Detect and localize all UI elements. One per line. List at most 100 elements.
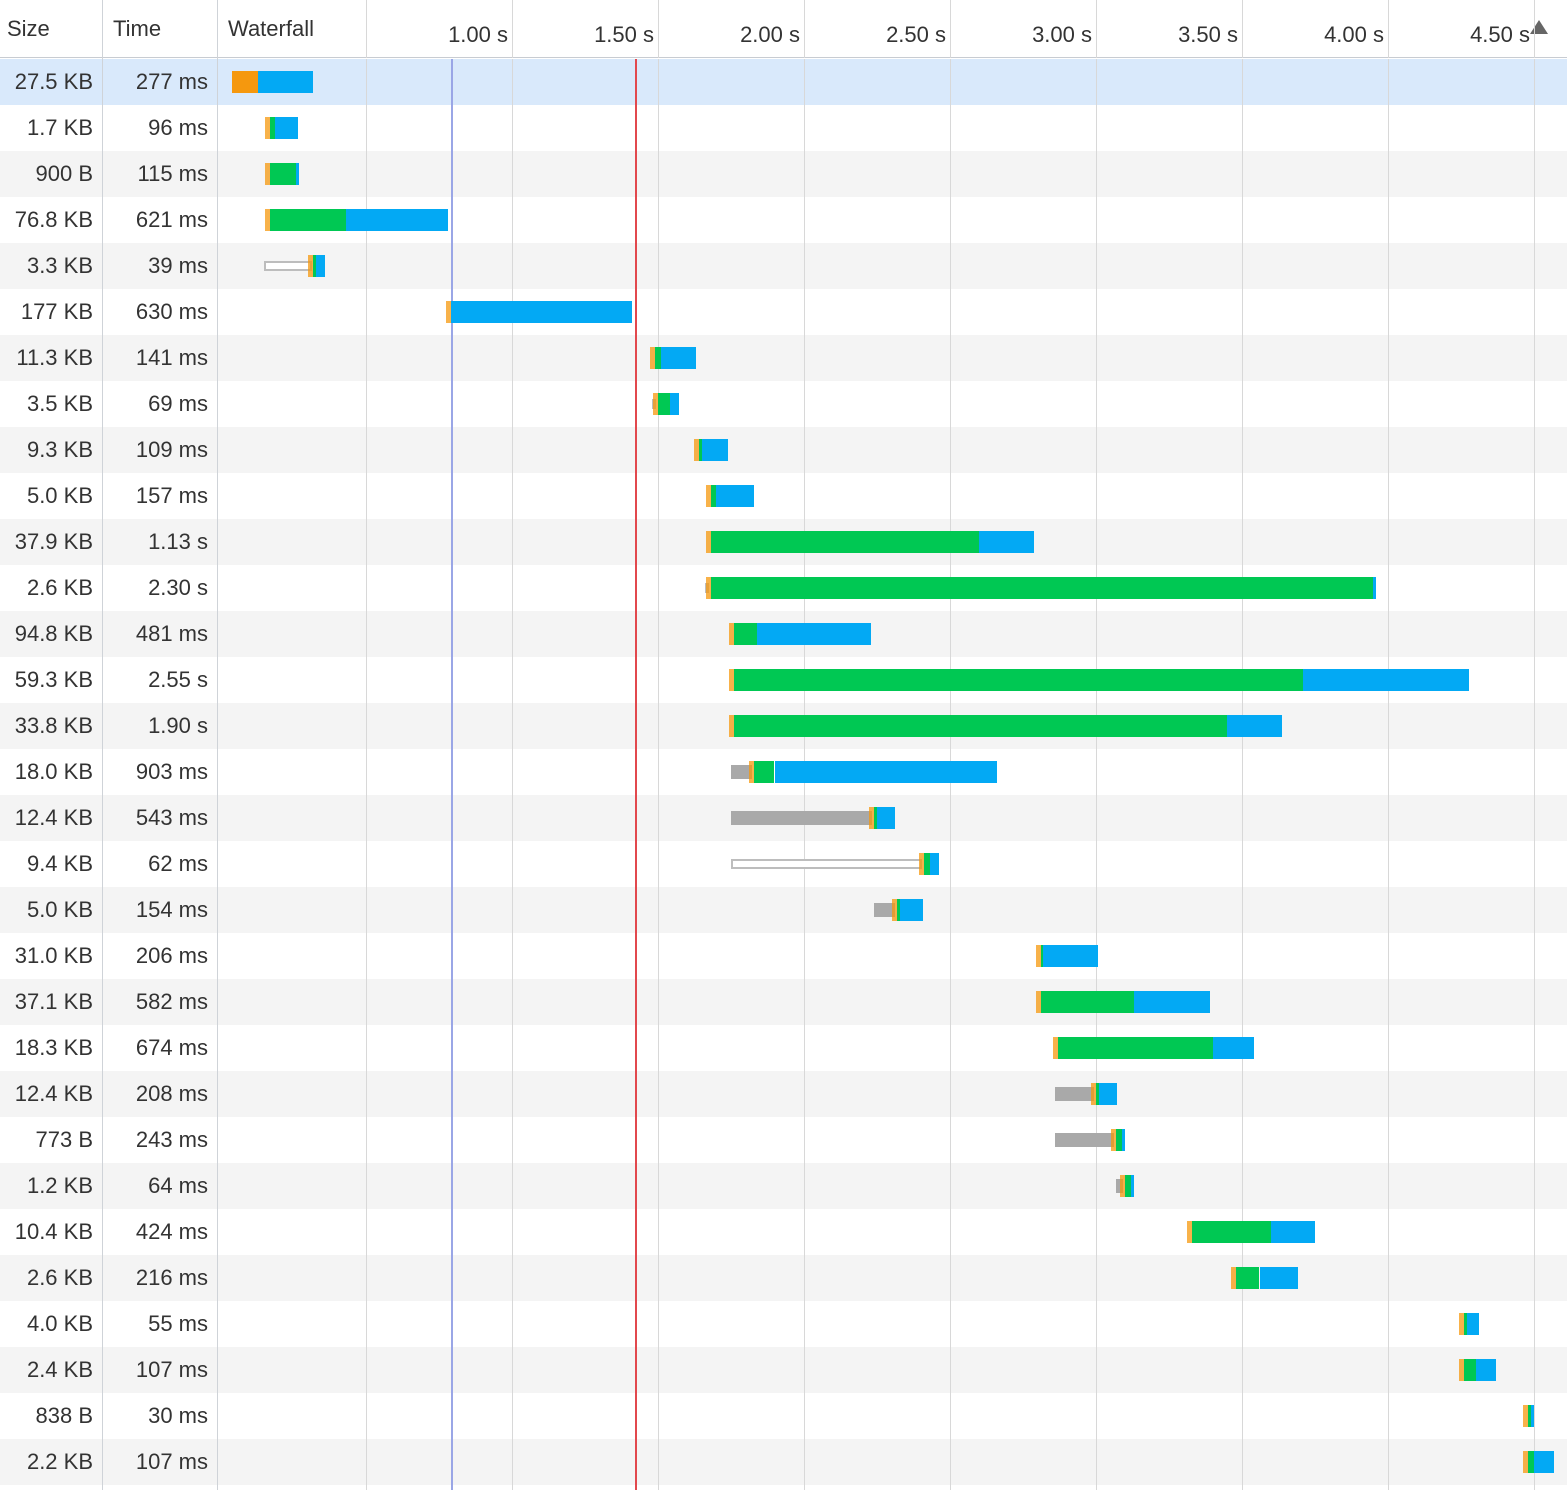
request-row[interactable]: 59.3 KB 2.55 s [0, 657, 1567, 703]
request-size: 4.0 KB [26, 1311, 93, 1336]
request-row[interactable]: 9.4 KB 62 ms [0, 841, 1567, 887]
waiting-segment [658, 393, 670, 415]
request-time: 30 ms [148, 1403, 208, 1428]
gridline [658, 0, 659, 58]
request-row[interactable]: 37.9 KB 1.13 s [0, 519, 1567, 565]
request-row[interactable]: 37.1 KB 582 ms [0, 979, 1567, 1025]
gridline [950, 0, 951, 58]
download-segment [775, 761, 997, 783]
request-row[interactable]: 838 B 30 ms [0, 1393, 1567, 1439]
request-row[interactable]: 5.0 KB 157 ms [0, 473, 1567, 519]
column-divider-size[interactable] [102, 58, 103, 1490]
tick-label: 3.00 s [1032, 22, 1092, 47]
download-segment [1213, 1037, 1254, 1059]
download-segment [316, 255, 325, 277]
connect-segment [446, 301, 451, 323]
download-segment [258, 71, 313, 93]
table-header: Size Time Waterfall 1.00 s 1.50 s 2.00 s 2.… [0, 0, 1567, 58]
gridline [658, 59, 659, 1490]
download-segment [702, 439, 728, 461]
request-row[interactable]: 9.3 KB 109 ms [0, 427, 1567, 473]
queued-segment [1055, 1087, 1094, 1101]
request-row[interactable]: 4.0 KB 55 ms [0, 1301, 1567, 1347]
waiting-segment [1058, 1037, 1213, 1059]
request-row[interactable]: 2.6 KB 2.30 s [0, 565, 1567, 611]
request-row[interactable]: 1.2 KB 64 ms [0, 1163, 1567, 1209]
request-size: 9.4 KB [26, 851, 93, 876]
request-row[interactable]: 773 B 243 ms [0, 1117, 1567, 1163]
request-size: 3.3 KB [26, 253, 93, 278]
request-time: 2.30 s [148, 575, 208, 600]
request-time: 630 ms [135, 299, 208, 324]
request-row[interactable]: 2.4 KB 107 ms [0, 1347, 1567, 1393]
request-row[interactable]: 1.7 KB 96 ms [0, 105, 1567, 151]
request-size: 5.0 KB [26, 897, 93, 922]
time-column-header[interactable]: Time [103, 0, 218, 58]
connect-segment [265, 117, 270, 139]
request-time: 621 ms [135, 207, 208, 232]
gridline [1242, 0, 1243, 58]
waiting-segment [1041, 991, 1134, 1013]
request-size: 59.3 KB [14, 667, 93, 692]
request-row[interactable]: 2.2 KB 107 ms [0, 1439, 1567, 1485]
download-segment [716, 485, 754, 507]
gridline [1534, 59, 1535, 1490]
connect-segment [1111, 1129, 1116, 1151]
connect-segment [1187, 1221, 1192, 1243]
connect-segment [1459, 1359, 1464, 1381]
request-size: 18.3 KB [14, 1035, 93, 1060]
request-row[interactable]: 177 KB 630 ms [0, 289, 1567, 335]
column-divider-time[interactable] [217, 58, 218, 1490]
request-size: 37.1 KB [14, 989, 93, 1014]
request-time: 141 ms [135, 345, 208, 370]
sort-ascending-icon[interactable] [1530, 20, 1548, 34]
download-segment [1260, 1267, 1298, 1289]
request-size: 10.4 KB [14, 1219, 93, 1244]
waiting-segment [1096, 1083, 1099, 1105]
connect-segment [1120, 1175, 1125, 1197]
request-row[interactable]: 12.4 KB 543 ms [0, 795, 1567, 841]
gridline [1096, 0, 1097, 58]
download-segment [275, 117, 298, 139]
download-segment [1227, 715, 1282, 737]
request-row[interactable]: 3.3 KB 39 ms [0, 243, 1567, 289]
gridline [512, 0, 513, 58]
request-time: 96 ms [148, 115, 208, 140]
waiting-segment [734, 715, 1227, 737]
request-row[interactable]: 11.3 KB 141 ms [0, 335, 1567, 381]
waterfall-column-header[interactable]: Waterfall [218, 0, 1567, 58]
request-row[interactable]: 2.6 KB 216 ms [0, 1255, 1567, 1301]
request-time: 62 ms [148, 851, 208, 876]
connect-segment [706, 577, 711, 599]
request-time: 543 ms [135, 805, 208, 830]
dns-segment [232, 71, 258, 93]
download-segment [1534, 1451, 1554, 1473]
tick-label: 1.00 s [448, 22, 508, 47]
request-row[interactable]: 27.5 KB 277 ms [0, 59, 1567, 105]
connect-segment [265, 209, 270, 231]
request-time: 69 ms [148, 391, 208, 416]
request-row[interactable]: 3.5 KB 69 ms [0, 381, 1567, 427]
request-size: 12.4 KB [14, 1081, 93, 1106]
request-row[interactable]: 31.0 KB 206 ms [0, 933, 1567, 979]
gridline [804, 0, 805, 58]
request-row[interactable]: 900 B 115 ms [0, 151, 1567, 197]
connect-segment [265, 163, 270, 185]
queued-segment [731, 765, 752, 779]
request-row[interactable]: 76.8 KB 621 ms [0, 197, 1567, 243]
waiting-segment [270, 209, 346, 231]
request-row[interactable]: 33.8 KB 1.90 s [0, 703, 1567, 749]
request-row[interactable]: 18.0 KB 903 ms [0, 749, 1567, 795]
connect-segment [1053, 1037, 1058, 1059]
request-row[interactable]: 18.3 KB 674 ms [0, 1025, 1567, 1071]
connect-segment [706, 531, 711, 553]
size-column-header[interactable]: Size [0, 0, 103, 58]
request-row[interactable]: 10.4 KB 424 ms [0, 1209, 1567, 1255]
request-size: 1.7 KB [26, 115, 93, 140]
request-row[interactable]: 94.8 KB 481 ms [0, 611, 1567, 657]
request-size: 33.8 KB [14, 713, 93, 738]
request-row[interactable]: 12.4 KB 208 ms [0, 1071, 1567, 1117]
tick-label: 2.50 s [886, 22, 946, 47]
gridline [512, 59, 513, 1490]
request-row[interactable]: 5.0 KB 154 ms [0, 887, 1567, 933]
